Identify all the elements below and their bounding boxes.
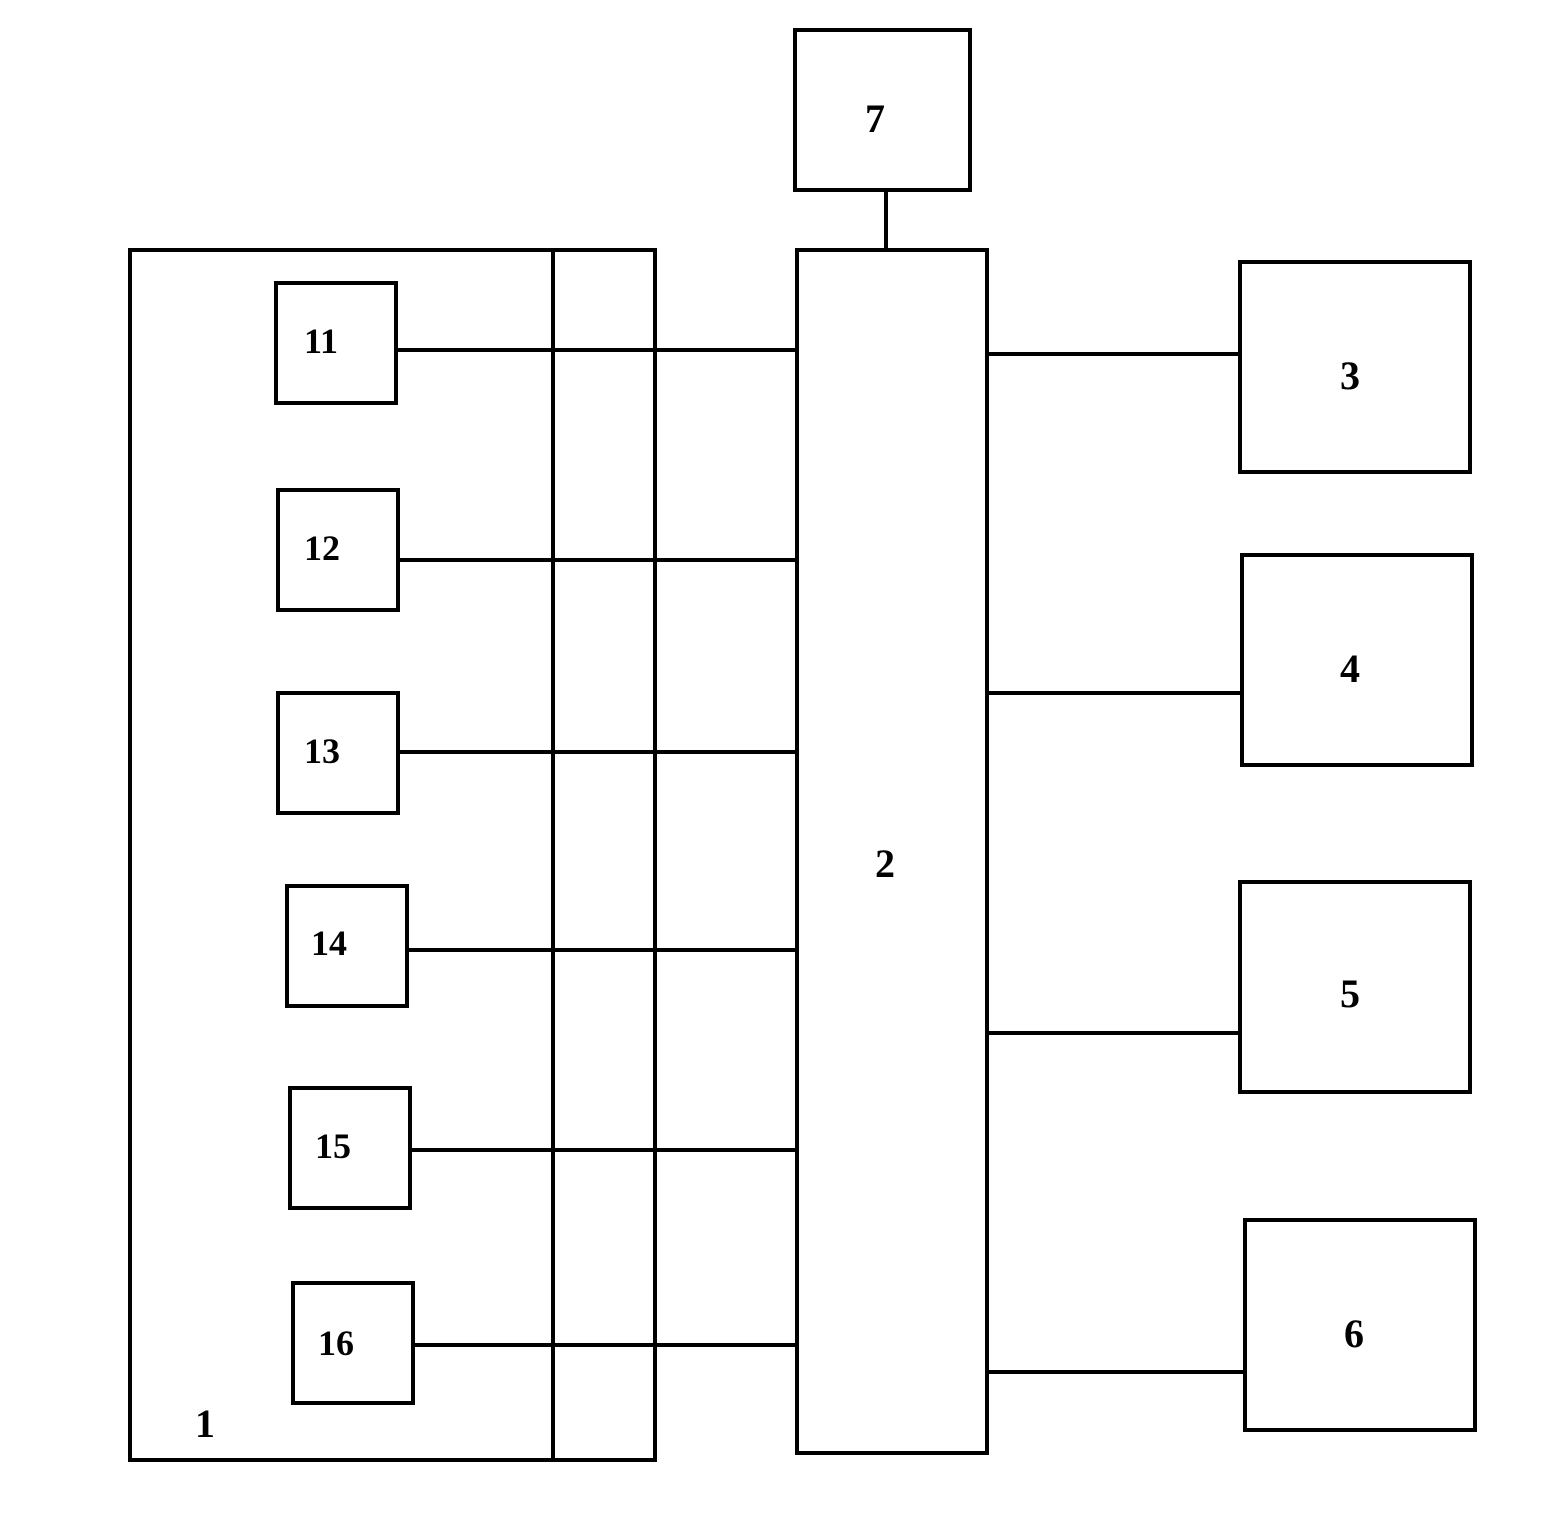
label-box1: 1 (195, 1400, 215, 1447)
label-box6: 6 (1344, 1310, 1364, 1357)
label-box5: 5 (1340, 970, 1360, 1017)
label-box3: 3 (1340, 352, 1360, 399)
label-box2: 2 (875, 840, 895, 887)
diagram-canvas (0, 0, 1547, 1539)
label-box11: 11 (304, 320, 338, 362)
label-box15: 15 (315, 1125, 351, 1167)
block-diagram: 1111213141516273456 (0, 0, 1547, 1539)
label-box12: 12 (304, 527, 340, 569)
label-box14: 14 (311, 922, 347, 964)
label-box16: 16 (318, 1322, 354, 1364)
label-box4: 4 (1340, 645, 1360, 692)
node-box1 (130, 250, 655, 1460)
label-box7: 7 (865, 95, 885, 142)
node-box14 (287, 886, 407, 1006)
label-box13: 13 (304, 730, 340, 772)
